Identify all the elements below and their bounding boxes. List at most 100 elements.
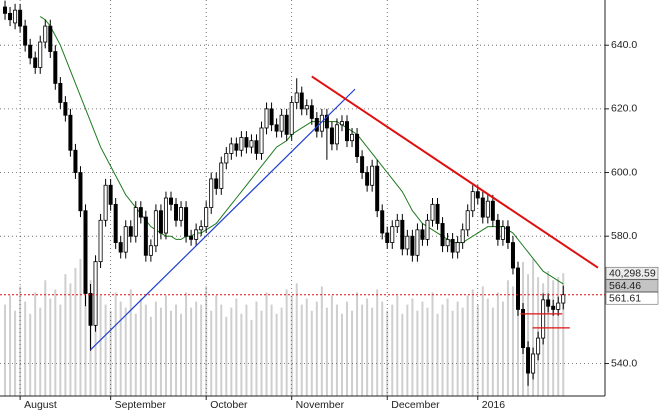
y-tick-label: 620.0 [611, 103, 637, 115]
volume-bar [330, 295, 333, 396]
volume-bar [200, 304, 203, 396]
x-tick-label: August [24, 399, 57, 411]
volume-bar [240, 313, 243, 396]
price-tag-label: 564.46 [609, 280, 641, 292]
candle-body [380, 210, 385, 234]
volume-bar [466, 295, 469, 396]
volume-bar [99, 295, 102, 396]
candle-body [526, 347, 531, 374]
volume-bar [139, 298, 142, 396]
volume-bar [411, 298, 414, 396]
candle-body [18, 9, 23, 27]
candle-body [536, 337, 541, 355]
candle-body [435, 203, 440, 224]
volume-bar [144, 304, 147, 396]
x-tick-label: November [296, 399, 345, 411]
candle-body [420, 229, 425, 240]
candle-body [395, 219, 400, 228]
candle-body [53, 51, 58, 84]
candle-body [546, 299, 551, 307]
y-tick-label: 640.0 [611, 39, 637, 51]
volume-bar [79, 258, 82, 396]
x-tick-label: September [115, 399, 167, 411]
candle-body [460, 229, 465, 243]
candle-body [531, 353, 536, 374]
candle-body [541, 299, 546, 339]
candle-body [244, 137, 249, 148]
volume-bar [346, 301, 349, 396]
volume-bar [69, 283, 72, 396]
candle-body [551, 305, 556, 310]
price-tag [605, 266, 659, 280]
volume-bar [557, 277, 560, 396]
candle-body [254, 140, 259, 154]
volume-bar [320, 286, 323, 396]
volume-bar [250, 319, 253, 396]
candle-body [118, 242, 123, 253]
volume-bar [64, 274, 67, 396]
volume-bar [220, 304, 223, 396]
volume-bar [124, 307, 127, 396]
candle-body [515, 267, 520, 310]
candle-body [556, 302, 561, 310]
candle-body [229, 143, 234, 154]
candle-body [299, 92, 304, 110]
candle-body [500, 226, 505, 240]
volume-bar [260, 310, 263, 396]
moving-average [39, 16, 564, 285]
candle-body [294, 92, 299, 103]
candle-body [385, 232, 390, 243]
candle-body [470, 191, 475, 212]
trend-line [90, 88, 356, 351]
volume-bar [134, 313, 137, 396]
volume-bar [185, 292, 188, 396]
volume-bar [270, 304, 273, 396]
candle-body [339, 121, 344, 126]
volume-bar [496, 292, 499, 396]
volume-bar [54, 289, 57, 396]
volume-bar [396, 295, 399, 396]
volume-bar [119, 301, 122, 396]
volume-bar [164, 295, 167, 396]
volume-bar [506, 280, 509, 396]
volume-bar [481, 286, 484, 396]
candle-body [108, 184, 113, 205]
volume-bar [129, 289, 132, 396]
candle-body [133, 207, 138, 237]
volume-bar [34, 292, 37, 396]
volume-bar [471, 289, 474, 396]
volume-bar [371, 307, 374, 396]
candle-body [510, 242, 515, 269]
volume-bar [562, 273, 565, 396]
candle-body [425, 219, 430, 240]
candle-body [179, 207, 184, 221]
candle-body [88, 293, 93, 326]
volume-bar [84, 271, 87, 396]
volume-bar [149, 316, 152, 396]
volume-bar [315, 301, 318, 396]
candle-body [143, 216, 148, 256]
volume-bar [44, 280, 47, 396]
volume-bar [49, 298, 52, 396]
candle-body [103, 184, 108, 221]
volume-bar [381, 301, 384, 396]
volume-bar [74, 268, 77, 396]
candle-body [3, 6, 8, 14]
candle-body [259, 127, 264, 154]
candle-body [440, 223, 445, 247]
volume-bar [230, 307, 233, 396]
candle-body [23, 25, 28, 46]
candle-body [390, 226, 395, 243]
y-tick-label: 580.0 [611, 230, 637, 242]
candle-body [269, 108, 274, 126]
candle-body [274, 124, 279, 132]
candle-body [415, 229, 420, 256]
candle-body [28, 44, 33, 59]
volume-bar [275, 313, 278, 396]
x-tick-label: 2016 [482, 399, 506, 411]
candle-body [214, 178, 219, 189]
candle-body [113, 203, 118, 243]
volume-bar [416, 310, 419, 396]
volume-bar [295, 283, 298, 396]
volume-bar [401, 313, 404, 396]
